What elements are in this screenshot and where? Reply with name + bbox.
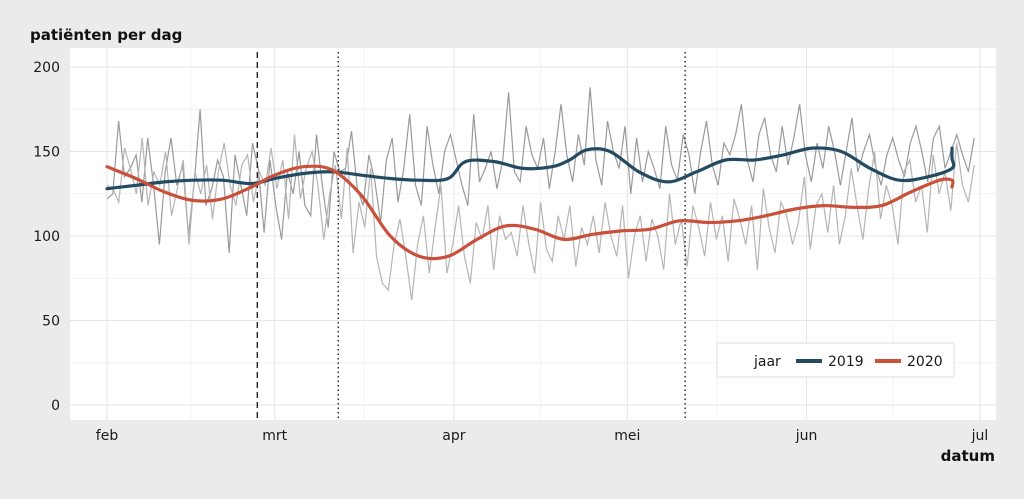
smoothed-lines: [105, 146, 956, 261]
series-line-2020: [105, 164, 955, 261]
x-tick-label: mei: [614, 428, 640, 444]
legend-box: [716, 342, 955, 378]
y-tick-label: 150: [33, 145, 60, 161]
y-axis-title: patiënten per dag: [30, 26, 182, 44]
legend-label-2020: 2020: [907, 354, 943, 370]
y-tick-label: 50: [42, 314, 60, 330]
grid: [70, 48, 996, 420]
legend-title: jaar: [753, 354, 781, 370]
x-tick-label: mrt: [262, 428, 287, 444]
event-lines: [256, 52, 686, 420]
x-axis: feb mrt apr mei jun jul: [96, 428, 989, 444]
y-axis: 0 50 100 150 200: [33, 60, 60, 414]
x-tick-label: jul: [971, 428, 989, 444]
x-tick-label: jun: [795, 428, 818, 444]
y-tick-label: 200: [33, 60, 60, 76]
raw-series-2019: [106, 87, 975, 253]
x-axis-title: datum: [941, 447, 995, 465]
legend: jaar 2019 2020: [716, 342, 955, 378]
x-tick-label: apr: [442, 428, 465, 444]
legend-label-2019: 2019: [828, 354, 864, 370]
x-tick-label: feb: [96, 428, 119, 444]
y-tick-label: 0: [51, 398, 60, 414]
y-tick-label: 100: [33, 229, 60, 245]
